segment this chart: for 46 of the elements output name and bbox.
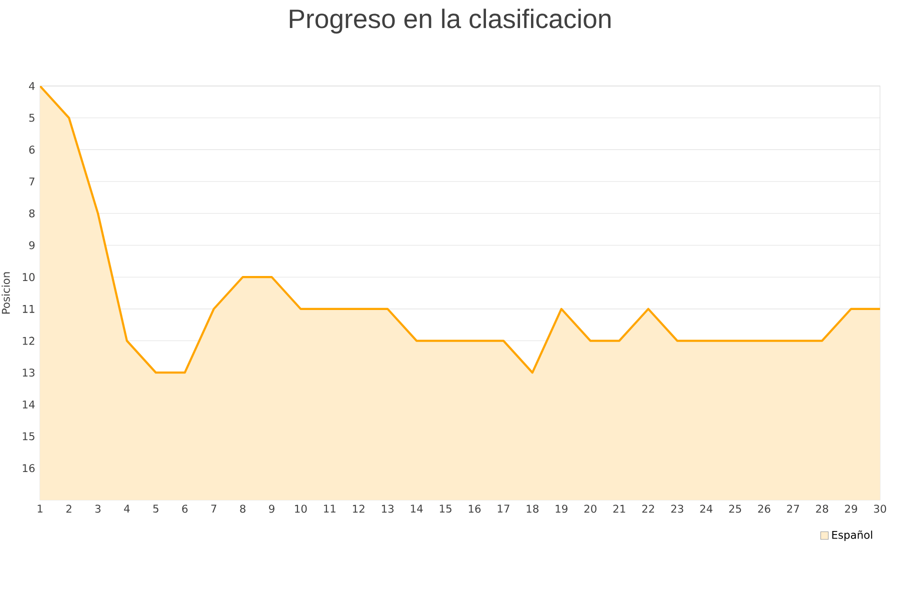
y-tick-label: 12 <box>22 336 34 345</box>
legend-label: Español <box>832 530 872 541</box>
x-tick-label: 6 <box>182 504 188 513</box>
x-tick-label: 3 <box>95 504 100 513</box>
x-tick-label: 2 <box>66 504 72 513</box>
y-tick-label: 10 <box>22 273 35 282</box>
x-tick-label: 14 <box>410 504 423 512</box>
x-tick-label: 28 <box>816 504 828 513</box>
x-tick-label: 18 <box>526 504 538 513</box>
x-tick-label: 16 <box>468 504 481 513</box>
x-tick-label: 7 <box>211 504 216 512</box>
x-tick-label: 27 <box>787 504 799 513</box>
x-tick-label: 24 <box>700 504 712 513</box>
x-tick-label: 20 <box>584 504 596 513</box>
y-tick-label: 4 <box>29 82 35 90</box>
y-tick-label: 15 <box>22 432 34 440</box>
y-tick-label: 5 <box>29 114 34 122</box>
x-tick-label: 12 <box>353 504 364 513</box>
y-tick-label: 13 <box>22 368 34 377</box>
y-tick-label: 11 <box>22 305 34 313</box>
x-tick-label: 9 <box>269 504 274 513</box>
y-tick-label: 7 <box>29 178 34 186</box>
y-tick-label: 6 <box>29 146 35 154</box>
x-tick-label: 15 <box>440 504 452 513</box>
y-tick-label: 9 <box>29 241 35 250</box>
x-tick-label: 30 <box>874 504 886 513</box>
y-tick-label: 8 <box>29 209 35 218</box>
x-tick-label: 29 <box>845 504 858 513</box>
x-tick-label: 23 <box>671 504 684 513</box>
x-tick-label: 11 <box>324 504 336 512</box>
y-tick-label: 14 <box>22 400 35 408</box>
x-tick-label: 22 <box>642 504 654 513</box>
chart-title: Progreso en la clasificacion <box>290 8 610 34</box>
x-tick-label: 10 <box>295 504 307 513</box>
x-tick-label: 8 <box>240 504 246 513</box>
x-tick-label: 21 <box>613 504 626 513</box>
y-tick-label: 16 <box>22 464 35 472</box>
x-tick-label: 26 <box>758 504 770 513</box>
x-tick-label: 17 <box>498 504 510 512</box>
x-tick-label: 5 <box>153 504 158 513</box>
x-tick-label: 13 <box>382 504 394 513</box>
x-tick-label: 1 <box>38 504 42 512</box>
x-tick-label: 4 <box>124 504 130 512</box>
y-axis-title: Posicion <box>2 272 10 314</box>
x-tick-label: 25 <box>729 504 742 513</box>
x-tick-label: 19 <box>556 504 568 513</box>
